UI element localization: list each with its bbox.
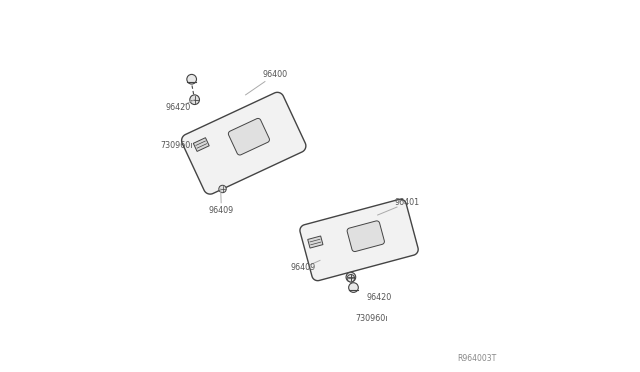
Circle shape — [190, 95, 200, 105]
Circle shape — [346, 272, 356, 282]
Polygon shape — [182, 92, 306, 194]
Circle shape — [349, 283, 358, 292]
Polygon shape — [300, 199, 418, 280]
Circle shape — [219, 185, 227, 193]
Polygon shape — [308, 236, 323, 248]
Polygon shape — [228, 118, 269, 155]
Text: 96400: 96400 — [263, 70, 288, 79]
Text: 96409: 96409 — [291, 263, 316, 272]
Circle shape — [187, 74, 196, 84]
Polygon shape — [347, 221, 385, 251]
Text: 96420: 96420 — [367, 293, 392, 302]
Polygon shape — [193, 138, 209, 151]
Text: 96420: 96420 — [165, 103, 191, 112]
Circle shape — [347, 275, 355, 282]
Text: 730960ı: 730960ı — [161, 141, 193, 150]
Text: 96401: 96401 — [395, 198, 420, 207]
Text: 96409: 96409 — [209, 206, 234, 215]
Text: R964003T: R964003T — [458, 354, 497, 363]
Text: 730960ı: 730960ı — [356, 314, 388, 323]
